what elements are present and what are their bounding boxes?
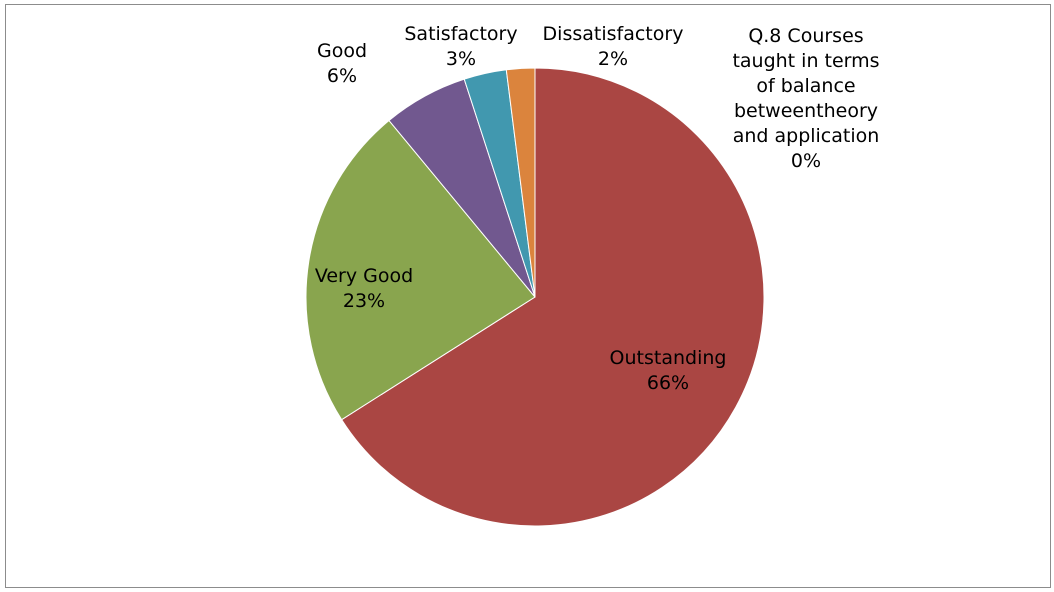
pie-slice-outstanding — [340, 67, 765, 527]
data-label-q8: Q.8 Courses taught in terms of balance betw… — [732, 25, 879, 172]
data-label-good: Good 6% — [317, 40, 367, 87]
data-label-dissatisfactory: Dissatisfactory 2% — [543, 23, 684, 70]
pie-slices — [305, 67, 765, 527]
data-labels: Q.8 Courses taught in terms of balance betw… — [315, 23, 880, 394]
data-label-satisfactory: Satisfactory 3% — [404, 23, 517, 70]
data-label-very-good: Very Good 23% — [315, 265, 413, 312]
pie-slice-dissatisfactory — [505, 67, 536, 298]
data-label-outstanding: Outstanding 66% — [610, 347, 727, 394]
pie-slice-very — [305, 119, 536, 421]
